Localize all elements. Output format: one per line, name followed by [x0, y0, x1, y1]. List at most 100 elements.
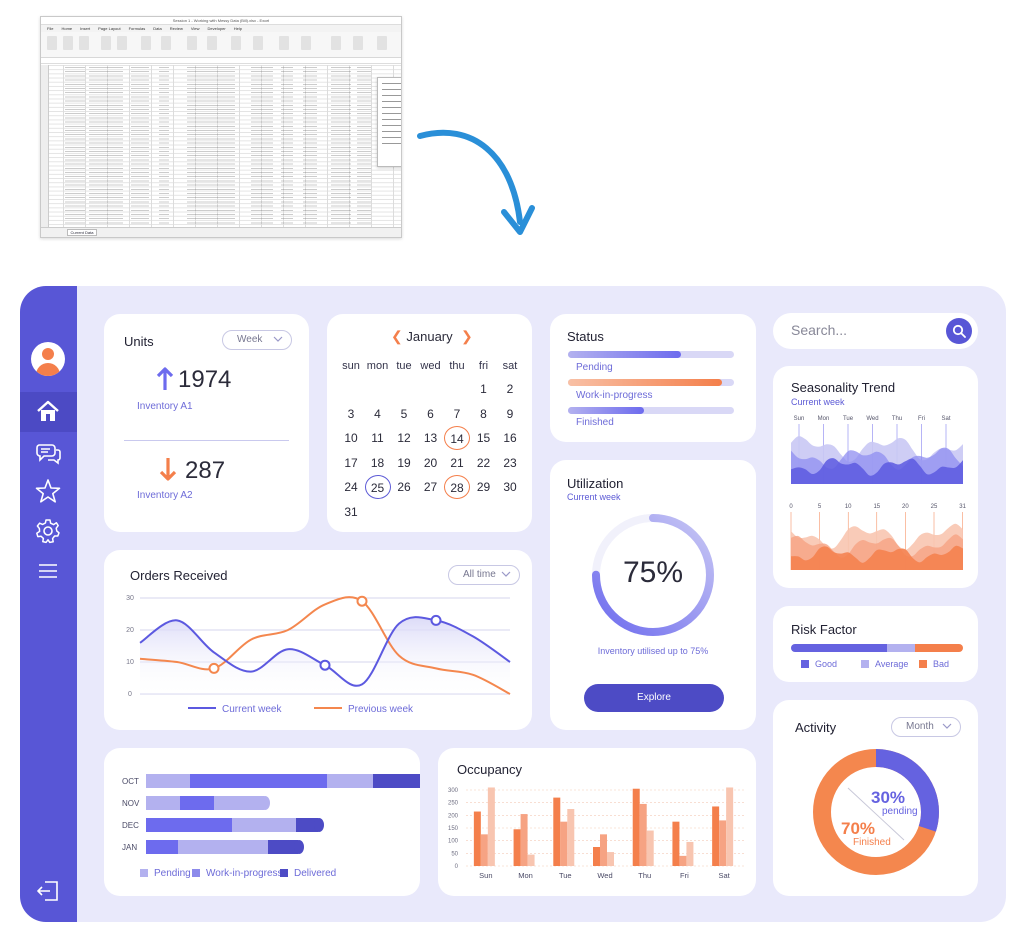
x-tick-label: Sat	[719, 871, 731, 880]
menu-icon[interactable]	[35, 558, 61, 584]
dashboard: Units Week 1974 Inventory A1 287 Invento…	[20, 286, 1006, 922]
bar-segment	[146, 840, 178, 854]
units-filter-dropdown[interactable]: Week	[222, 330, 292, 350]
occupancy-bar	[487, 787, 495, 866]
calendar-day[interactable]: 14	[444, 426, 470, 450]
calendar-day[interactable]: 11	[371, 431, 384, 445]
calendar-day[interactable]: 24	[344, 480, 358, 494]
occupancy-bar	[672, 821, 680, 866]
occupancy-bar	[686, 841, 694, 866]
seasonality-card: Seasonality Trend Current week Sun Mon Tue…	[773, 366, 978, 588]
calendar-day[interactable]: 4	[374, 406, 381, 421]
weekday-label: sun	[342, 360, 360, 372]
occupancy-bar	[560, 821, 568, 866]
excel-ribbon	[41, 32, 401, 58]
arrow-up-icon	[156, 367, 174, 390]
excel-menu-item: Help	[233, 26, 242, 31]
calendar-day[interactable]: 27	[423, 480, 438, 494]
calendar-card: ❮ January ❯ sun mon tue wed thu fri sat 1 2 3 4 5 6 7…	[327, 314, 532, 532]
gear-icon[interactable]	[35, 518, 61, 544]
season-wave	[791, 545, 963, 570]
y-tick-label: 10	[126, 659, 134, 666]
calendar-day[interactable]: 12	[397, 431, 411, 445]
seasonality-title: Seasonality Trend	[791, 380, 896, 395]
excel-menu-item: Formulas	[128, 26, 146, 31]
calendar-day[interactable]: 25	[364, 475, 391, 499]
search-button[interactable]	[946, 318, 972, 344]
calendar-day[interactable]: 17	[344, 455, 358, 470]
data-point	[208, 662, 220, 674]
x-tick-label: Thu	[638, 871, 651, 880]
calendar-day[interactable]: 18	[370, 455, 385, 470]
calendar-day[interactable]: 31	[344, 504, 358, 519]
star-icon[interactable]	[35, 478, 61, 504]
x-tick-label: Tue	[559, 871, 572, 880]
calendar-day[interactable]: 21	[450, 455, 464, 470]
season-wave	[791, 458, 963, 484]
excel-statusbar: Current Data	[41, 227, 401, 237]
calendar-day[interactable]: 9	[506, 406, 514, 421]
activity-finished-label: Finished	[853, 837, 891, 848]
y-tick-label: 200	[448, 813, 459, 819]
logout-icon[interactable]	[35, 878, 61, 904]
y-tick-label: 50	[451, 851, 458, 857]
status-title: Status	[567, 329, 604, 344]
calendar-day[interactable]: 30	[503, 480, 517, 494]
calendar-day[interactable]: 13	[423, 431, 438, 445]
orders-filter-dropdown[interactable]: All time	[448, 565, 520, 585]
utilization-note: Inventory utilised up to 75%	[597, 646, 709, 656]
calendar-day[interactable]: 2	[506, 382, 514, 396]
calendar-day[interactable]: 23	[503, 455, 517, 470]
calendar-day[interactable]: 8	[480, 406, 487, 421]
excel-menu-item: Review	[169, 26, 183, 31]
activity-pending-pct: 30%	[871, 788, 906, 807]
risk-segment	[791, 644, 888, 652]
units-title: Units	[124, 334, 154, 349]
calendar-day[interactable]: 3	[347, 406, 355, 421]
status-card: Status Pending Work-in-progress Finished	[550, 314, 756, 442]
monthly-legend-pending: Pending	[140, 868, 191, 879]
activity-filter-dropdown[interactable]: Month	[891, 717, 961, 737]
sidebar	[20, 286, 77, 922]
calendar-day[interactable]: 28	[444, 475, 470, 499]
calendar-day[interactable]: 20	[423, 455, 438, 470]
orders-filter-label: All time	[463, 569, 496, 580]
calendar-day[interactable]: 6	[427, 406, 434, 421]
occupancy-bar	[639, 803, 647, 866]
next-month-icon[interactable]: ❯	[461, 328, 473, 344]
x-tick-label: Fri	[680, 871, 689, 880]
calendar-day[interactable]: 22	[476, 455, 491, 470]
bar-segment	[214, 796, 264, 810]
day-label: Thu	[892, 416, 902, 422]
occupancy-bar	[480, 834, 488, 866]
search-input[interactable]: Search...	[791, 322, 848, 338]
calendar-day[interactable]: 1	[480, 382, 487, 396]
prev-month-icon[interactable]: ❮	[391, 328, 403, 344]
chevron-down-icon	[273, 336, 283, 342]
calendar-day[interactable]: 16	[503, 431, 517, 445]
calendar-day[interactable]: 15	[476, 431, 491, 445]
user-avatar[interactable]	[31, 342, 65, 376]
home-icon[interactable]	[35, 399, 61, 425]
tick-label: 20	[902, 504, 909, 510]
search-bar[interactable]: Search...	[773, 313, 978, 349]
explore-button[interactable]: Explore	[584, 684, 724, 712]
excel-formula-bar	[41, 58, 401, 64]
weekday-label: sat	[502, 360, 518, 372]
calendar-day[interactable]: 29	[476, 480, 491, 494]
activity-finished-pct: 70%	[841, 819, 876, 838]
bar-segment	[146, 818, 232, 832]
chat-icon[interactable]	[35, 440, 61, 466]
calendar-day[interactable]: 26	[397, 480, 411, 494]
excel-grid	[41, 65, 401, 227]
calendar-day[interactable]: 10	[344, 431, 358, 445]
day-label: Sun	[794, 416, 805, 422]
month-label: NOV	[122, 799, 140, 808]
excel-menu-item: Home	[61, 26, 73, 31]
calendar-day[interactable]: 19	[397, 455, 411, 470]
calendar-day[interactable]: 7	[453, 406, 461, 421]
activity-filter-label: Month	[906, 721, 934, 732]
calendar-day[interactable]: 5	[400, 406, 408, 421]
previous-week-line	[139, 596, 511, 695]
chevron-down-icon	[501, 571, 511, 577]
